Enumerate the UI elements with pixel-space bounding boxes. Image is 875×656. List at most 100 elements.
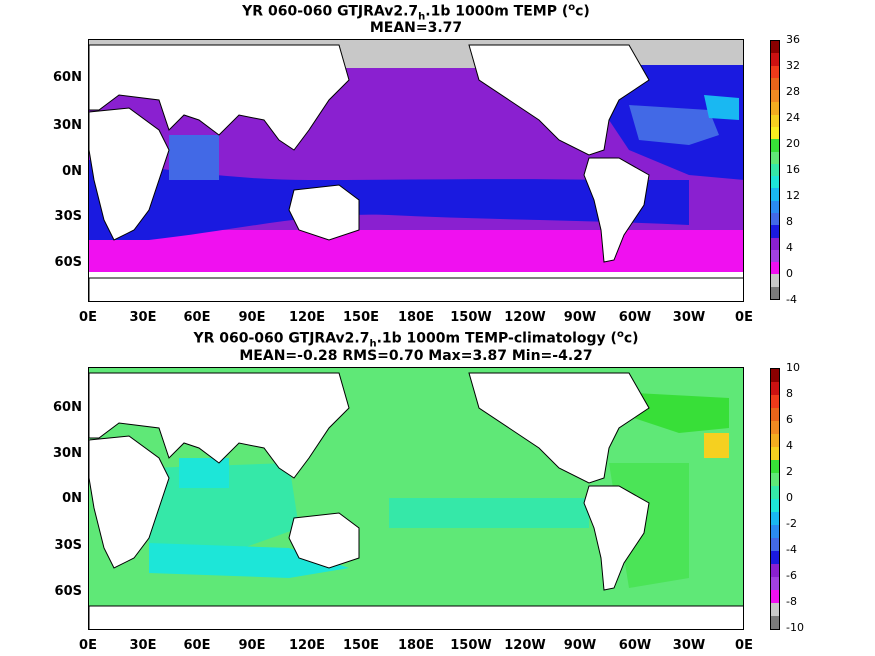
bottom-colorbar-label: 8 — [786, 387, 793, 400]
bottom-colorbar-swatch — [771, 369, 779, 382]
top-lon-label: 60W — [618, 310, 652, 325]
top-colorbar-swatch — [771, 126, 779, 140]
top-colorbar-swatch — [771, 65, 779, 78]
bottom-colorbar-swatch — [771, 551, 779, 564]
top-colorbar-swatch — [771, 114, 779, 127]
top-colorbar-label: 32 — [786, 59, 800, 72]
top-title: YR 060-060 GTJRAv2.7h.1b 1000m TEMP (oc) — [242, 2, 590, 23]
top-lon-label: 0E — [735, 310, 753, 325]
top-colorbar-label: 4 — [786, 241, 793, 254]
top-map — [88, 39, 744, 302]
bottom-colorbar-swatch — [771, 512, 779, 525]
bottom-lon-label: 30E — [129, 638, 157, 653]
bottom-lon-label: 150E — [342, 638, 380, 653]
top-colorbar-swatch — [771, 90, 779, 103]
bottom-colorbar-swatch — [771, 577, 779, 590]
top-colorbar-swatch — [771, 274, 779, 287]
bottom-colorbar — [770, 368, 780, 630]
top-colorbar-swatch — [771, 237, 779, 250]
bottom-colorbar-swatch — [771, 395, 779, 408]
bottom-colorbar-label: -2 — [786, 517, 797, 530]
bottom-lon-label: 180E — [397, 638, 435, 653]
bottom-colorbar-swatch — [771, 421, 779, 434]
top-colorbar-label: -4 — [786, 293, 797, 306]
bottom-lon-label: 90E — [238, 638, 266, 653]
top-colorbar-swatch — [771, 200, 779, 213]
top-colorbar-swatch — [771, 212, 779, 226]
bottom-lon-label: 0E — [79, 638, 97, 653]
top-lon-label: 150E — [342, 310, 380, 325]
bottom-colorbar-swatch — [771, 564, 779, 577]
top-lon-label: 120E — [288, 310, 326, 325]
bottom-lon-label: 60E — [183, 638, 211, 653]
bottom-colorbar-swatch — [771, 408, 779, 421]
bottom-colorbar-label: 10 — [786, 361, 800, 374]
top-colorbar-label: 28 — [786, 85, 800, 98]
bottom-colorbar-swatch — [771, 382, 779, 395]
bottom-colorbar-swatch — [771, 486, 779, 499]
top-lon-label: 90E — [238, 310, 266, 325]
bottom-lon-label: 120W — [504, 638, 546, 653]
bottom-lon-label: 90W — [563, 638, 597, 653]
top-colorbar-swatch — [771, 286, 779, 299]
bottom-colorbar-label: 2 — [786, 465, 793, 478]
top-colorbar-swatch — [771, 102, 779, 115]
bottom-colorbar-swatch — [771, 460, 779, 473]
top-colorbar-swatch — [771, 163, 779, 177]
top-lon-label: 30E — [129, 310, 157, 325]
bottom-colorbar-swatch — [771, 590, 779, 603]
top-colorbar-label: 8 — [786, 215, 793, 228]
bottom-colorbar-label: 4 — [786, 439, 793, 452]
bottom-colorbar-label: -6 — [786, 569, 797, 582]
top-colorbar-swatch — [771, 188, 779, 201]
bottom-lon-label: 0E — [735, 638, 753, 653]
top-lat-label: 0N — [62, 164, 82, 179]
bottom-colorbar-label: -4 — [786, 543, 797, 556]
top-colorbar-swatch — [771, 225, 779, 238]
bottom-lon-label: 150W — [450, 638, 492, 653]
bottom-lon-label: 30W — [672, 638, 706, 653]
bottom-colorbar-swatch — [771, 499, 779, 512]
bottom-lat-label: 60N — [53, 400, 82, 415]
bottom-lon-label: 60W — [618, 638, 652, 653]
bottom-colorbar-label: -8 — [786, 595, 797, 608]
bottom-colorbar-swatch — [771, 616, 779, 629]
top-subtitle: MEAN=3.77 — [369, 20, 463, 36]
bottom-lat-label: 30N — [53, 446, 82, 461]
top-colorbar-label: 36 — [786, 33, 800, 46]
top-colorbar-label: 16 — [786, 163, 800, 176]
top-lon-label: 180E — [397, 310, 435, 325]
top-lon-label: 150W — [450, 310, 492, 325]
bottom-map — [88, 367, 744, 630]
top-lat-label: 30S — [54, 209, 82, 224]
bottom-colorbar-swatch — [771, 473, 779, 486]
top-lon-label: 0E — [79, 310, 97, 325]
bottom-colorbar-label: 0 — [786, 491, 793, 504]
top-colorbar-label: 24 — [786, 111, 800, 124]
bottom-colorbar-swatch — [771, 525, 779, 538]
bottom-colorbar-label: -10 — [786, 621, 804, 634]
bottom-lat-label: 0N — [62, 491, 82, 506]
top-colorbar-swatch — [771, 176, 779, 189]
top-lat-label: 60S — [54, 255, 82, 270]
top-colorbar-swatch — [771, 151, 779, 164]
bottom-lat-label: 60S — [54, 584, 82, 599]
top-map-field — [89, 40, 743, 301]
top-colorbar-swatch — [771, 249, 779, 263]
top-colorbar-swatch — [771, 139, 779, 152]
bottom-subtitle: MEAN=-0.28 RMS=0.70 Max=3.87 Min=-4.27 — [239, 348, 593, 364]
top-colorbar-swatch — [771, 53, 779, 66]
bottom-colorbar-swatch — [771, 603, 779, 616]
top-colorbar-label: 12 — [786, 189, 800, 202]
top-colorbar-swatch — [771, 77, 779, 91]
bottom-map-field — [89, 368, 743, 629]
bottom-colorbar-swatch — [771, 434, 779, 447]
top-lat-label: 60N — [53, 70, 82, 85]
top-lon-label: 120W — [504, 310, 546, 325]
top-colorbar-label: 0 — [786, 267, 793, 280]
top-lon-label: 30W — [672, 310, 706, 325]
top-lon-label: 60E — [183, 310, 211, 325]
top-lon-label: 90W — [563, 310, 597, 325]
top-colorbar — [770, 40, 780, 300]
top-lat-label: 30N — [53, 118, 82, 133]
